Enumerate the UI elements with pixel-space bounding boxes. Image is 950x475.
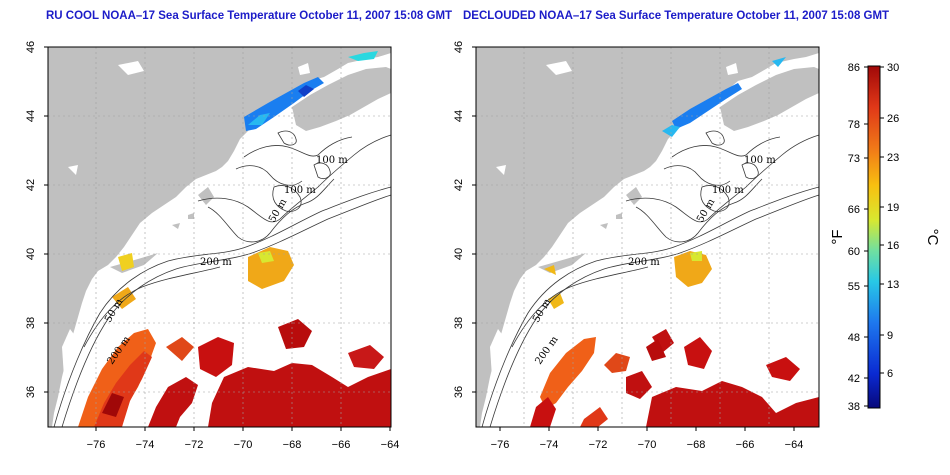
right-panel-title: DECLOUDED NOAA–17 Sea Surface Temperatur… bbox=[463, 10, 890, 22]
fahrenheit-tick: 86 bbox=[848, 62, 860, 74]
lon-tick-label: −68 bbox=[687, 439, 706, 451]
left-panel-title: RU COOL NOAA–17 Sea Surface Temperature … bbox=[46, 10, 453, 22]
colorbar-gradient bbox=[867, 65, 881, 409]
celsius-tick: 13 bbox=[887, 279, 899, 291]
lat-tick-label: 46 bbox=[25, 41, 37, 53]
lat-tick-label: 38 bbox=[25, 317, 37, 329]
lon-tick-label: −64 bbox=[381, 439, 400, 451]
sst-imagery-left bbox=[78, 51, 391, 427]
lon-tick-label: −74 bbox=[540, 439, 559, 451]
lat-tick-label: 42 bbox=[453, 179, 465, 191]
lat-tick-label: 44 bbox=[25, 110, 37, 122]
fahrenheit-tick: 42 bbox=[848, 373, 860, 385]
lon-tick-label: −72 bbox=[185, 439, 204, 451]
lat-tick-label: 42 bbox=[25, 179, 37, 191]
contour-label: 100 m bbox=[712, 185, 744, 196]
lon-tick-label: −66 bbox=[736, 439, 755, 451]
lat-tick-label: 36 bbox=[25, 386, 37, 398]
fahrenheit-tick: 66 bbox=[848, 204, 860, 216]
lon-tick-label: −76 bbox=[491, 439, 510, 451]
lat-tick-label: 46 bbox=[453, 41, 465, 53]
map-frame bbox=[47, 46, 392, 428]
contour-label: 200 m bbox=[628, 257, 660, 268]
lat-lon-grid bbox=[48, 46, 391, 427]
celsius-axis-label: °C bbox=[924, 229, 941, 246]
celsius-tick: 23 bbox=[887, 152, 899, 164]
celsius-tick: 6 bbox=[887, 368, 893, 380]
colorbar: 86 78 73 66 60 55 48 42 38 30 26 23 19 1… bbox=[829, 62, 941, 413]
lon-tick-label: −66 bbox=[332, 439, 351, 451]
lon-tick-label: −70 bbox=[638, 439, 657, 451]
celsius-tick: 19 bbox=[887, 202, 899, 214]
fahrenheit-tick: 78 bbox=[848, 119, 860, 131]
lat-tick-label: 38 bbox=[453, 317, 465, 329]
contour-label: 100 m bbox=[284, 185, 316, 196]
celsius-tick: 9 bbox=[887, 330, 893, 342]
lat-tick-label: 40 bbox=[25, 248, 37, 260]
contour-label: 100 m bbox=[744, 155, 776, 166]
lon-tick-label: −74 bbox=[136, 439, 155, 451]
lat-tick-label: 40 bbox=[453, 248, 465, 260]
lon-tick-label: −64 bbox=[785, 439, 804, 451]
lon-tick-label: −68 bbox=[283, 439, 302, 451]
fahrenheit-tick: 60 bbox=[848, 246, 860, 258]
fahrenheit-tick: 48 bbox=[848, 332, 860, 344]
left-map-panel: 100 m 100 m 50 m 200 m 50 m 200 m bbox=[47, 46, 392, 428]
right-map-panel: 100 m 100 m 50 m 200 m 50 m 200 m bbox=[475, 46, 820, 428]
fahrenheit-axis-label: °F bbox=[829, 229, 846, 244]
contour-label: 100 m bbox=[316, 155, 348, 166]
lat-tick-label: 36 bbox=[453, 386, 465, 398]
lon-tick-label: −76 bbox=[87, 439, 106, 451]
celsius-tick: 16 bbox=[887, 240, 899, 252]
fahrenheit-tick: 38 bbox=[848, 401, 860, 413]
left-axes: 46 44 42 40 38 36 −76 −74 −72 −70 −68 −6… bbox=[25, 41, 399, 451]
contour-label: 200 m bbox=[200, 257, 232, 268]
lon-tick-label: −72 bbox=[589, 439, 608, 451]
fahrenheit-tick: 55 bbox=[848, 281, 860, 293]
lon-tick-label: −70 bbox=[234, 439, 253, 451]
lat-lon-grid bbox=[476, 46, 819, 427]
lat-tick-label: 44 bbox=[453, 110, 465, 122]
celsius-tick: 30 bbox=[887, 62, 899, 74]
fahrenheit-tick: 73 bbox=[848, 153, 860, 165]
sst-imagery-right bbox=[530, 57, 819, 427]
celsius-tick: 26 bbox=[887, 113, 899, 125]
right-axes: 46 44 42 40 38 36 −76 −74 −72 −70 −68 −6… bbox=[453, 41, 803, 451]
